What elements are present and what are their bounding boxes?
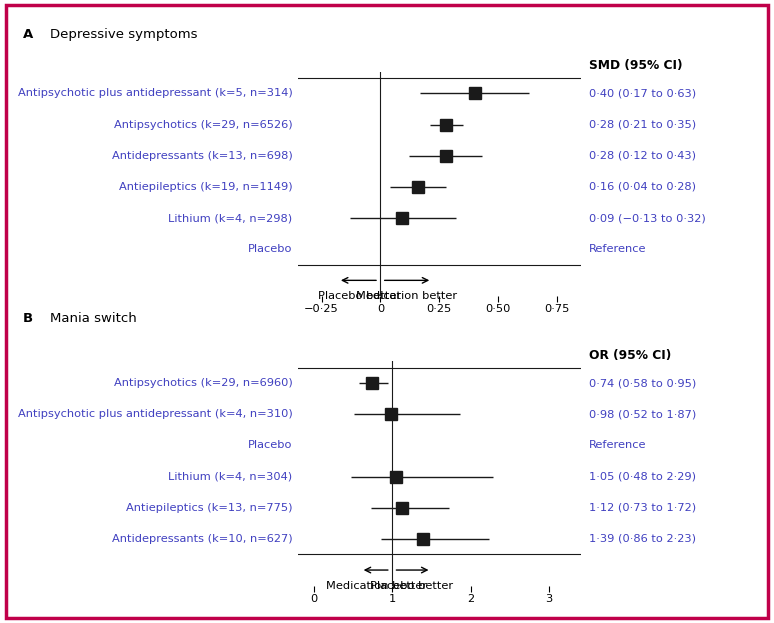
- Text: Lithium (k=4, n=304): Lithium (k=4, n=304): [168, 472, 293, 482]
- Text: 1·39 (0·86 to 2·23): 1·39 (0·86 to 2·23): [589, 534, 696, 544]
- Text: 0·16 (0·04 to 0·28): 0·16 (0·04 to 0·28): [589, 182, 696, 192]
- Text: 0·09 (−0·13 to 0·32): 0·09 (−0·13 to 0·32): [589, 213, 706, 223]
- Text: Antidepressants (k=13, n=698): Antidepressants (k=13, n=698): [111, 151, 293, 161]
- Text: Placebo: Placebo: [248, 244, 293, 254]
- Text: 0·74 (0·58 to 0·95): 0·74 (0·58 to 0·95): [589, 378, 697, 388]
- Text: 0·40 (0·17 to 0·63): 0·40 (0·17 to 0·63): [589, 88, 696, 98]
- Text: B: B: [23, 312, 33, 325]
- Text: SMD (95% CI): SMD (95% CI): [589, 59, 683, 72]
- Text: 0·98 (0·52 to 1·87): 0·98 (0·52 to 1·87): [589, 409, 697, 419]
- Text: Antipsychotics (k=29, n=6526): Antipsychotics (k=29, n=6526): [114, 120, 293, 130]
- Text: 1·12 (0·73 to 1·72): 1·12 (0·73 to 1·72): [589, 503, 696, 513]
- Text: Mania switch: Mania switch: [50, 312, 137, 325]
- Text: Placebo better: Placebo better: [317, 292, 401, 302]
- Text: Medication better: Medication better: [326, 581, 427, 591]
- Text: Antiepileptics (k=19, n=1149): Antiepileptics (k=19, n=1149): [118, 182, 293, 192]
- Text: A: A: [23, 28, 33, 41]
- Text: Lithium (k=4, n=298): Lithium (k=4, n=298): [168, 213, 293, 223]
- Text: Antipsychotic plus antidepressant (k=4, n=310): Antipsychotic plus antidepressant (k=4, …: [18, 409, 293, 419]
- Text: 0·28 (0·12 to 0·43): 0·28 (0·12 to 0·43): [589, 151, 696, 161]
- Text: Antidepressants (k=10, n=627): Antidepressants (k=10, n=627): [111, 534, 293, 544]
- Text: OR (95% CI): OR (95% CI): [589, 349, 671, 361]
- Text: Antiepileptics (k=13, n=775): Antiepileptics (k=13, n=775): [126, 503, 293, 513]
- Text: Reference: Reference: [589, 440, 646, 450]
- Text: Antipsychotic plus antidepressant (k=5, n=314): Antipsychotic plus antidepressant (k=5, …: [18, 88, 293, 98]
- Text: 0·28 (0·21 to 0·35): 0·28 (0·21 to 0·35): [589, 120, 696, 130]
- Text: Reference: Reference: [589, 244, 646, 254]
- Text: Medication better: Medication better: [356, 292, 457, 302]
- Text: Depressive symptoms: Depressive symptoms: [50, 28, 198, 41]
- Text: Antipsychotics (k=29, n=6960): Antipsychotics (k=29, n=6960): [114, 378, 293, 388]
- Text: Placebo: Placebo: [248, 440, 293, 450]
- Text: Placebo better: Placebo better: [370, 581, 454, 591]
- Text: 1·05 (0·48 to 2·29): 1·05 (0·48 to 2·29): [589, 472, 696, 482]
